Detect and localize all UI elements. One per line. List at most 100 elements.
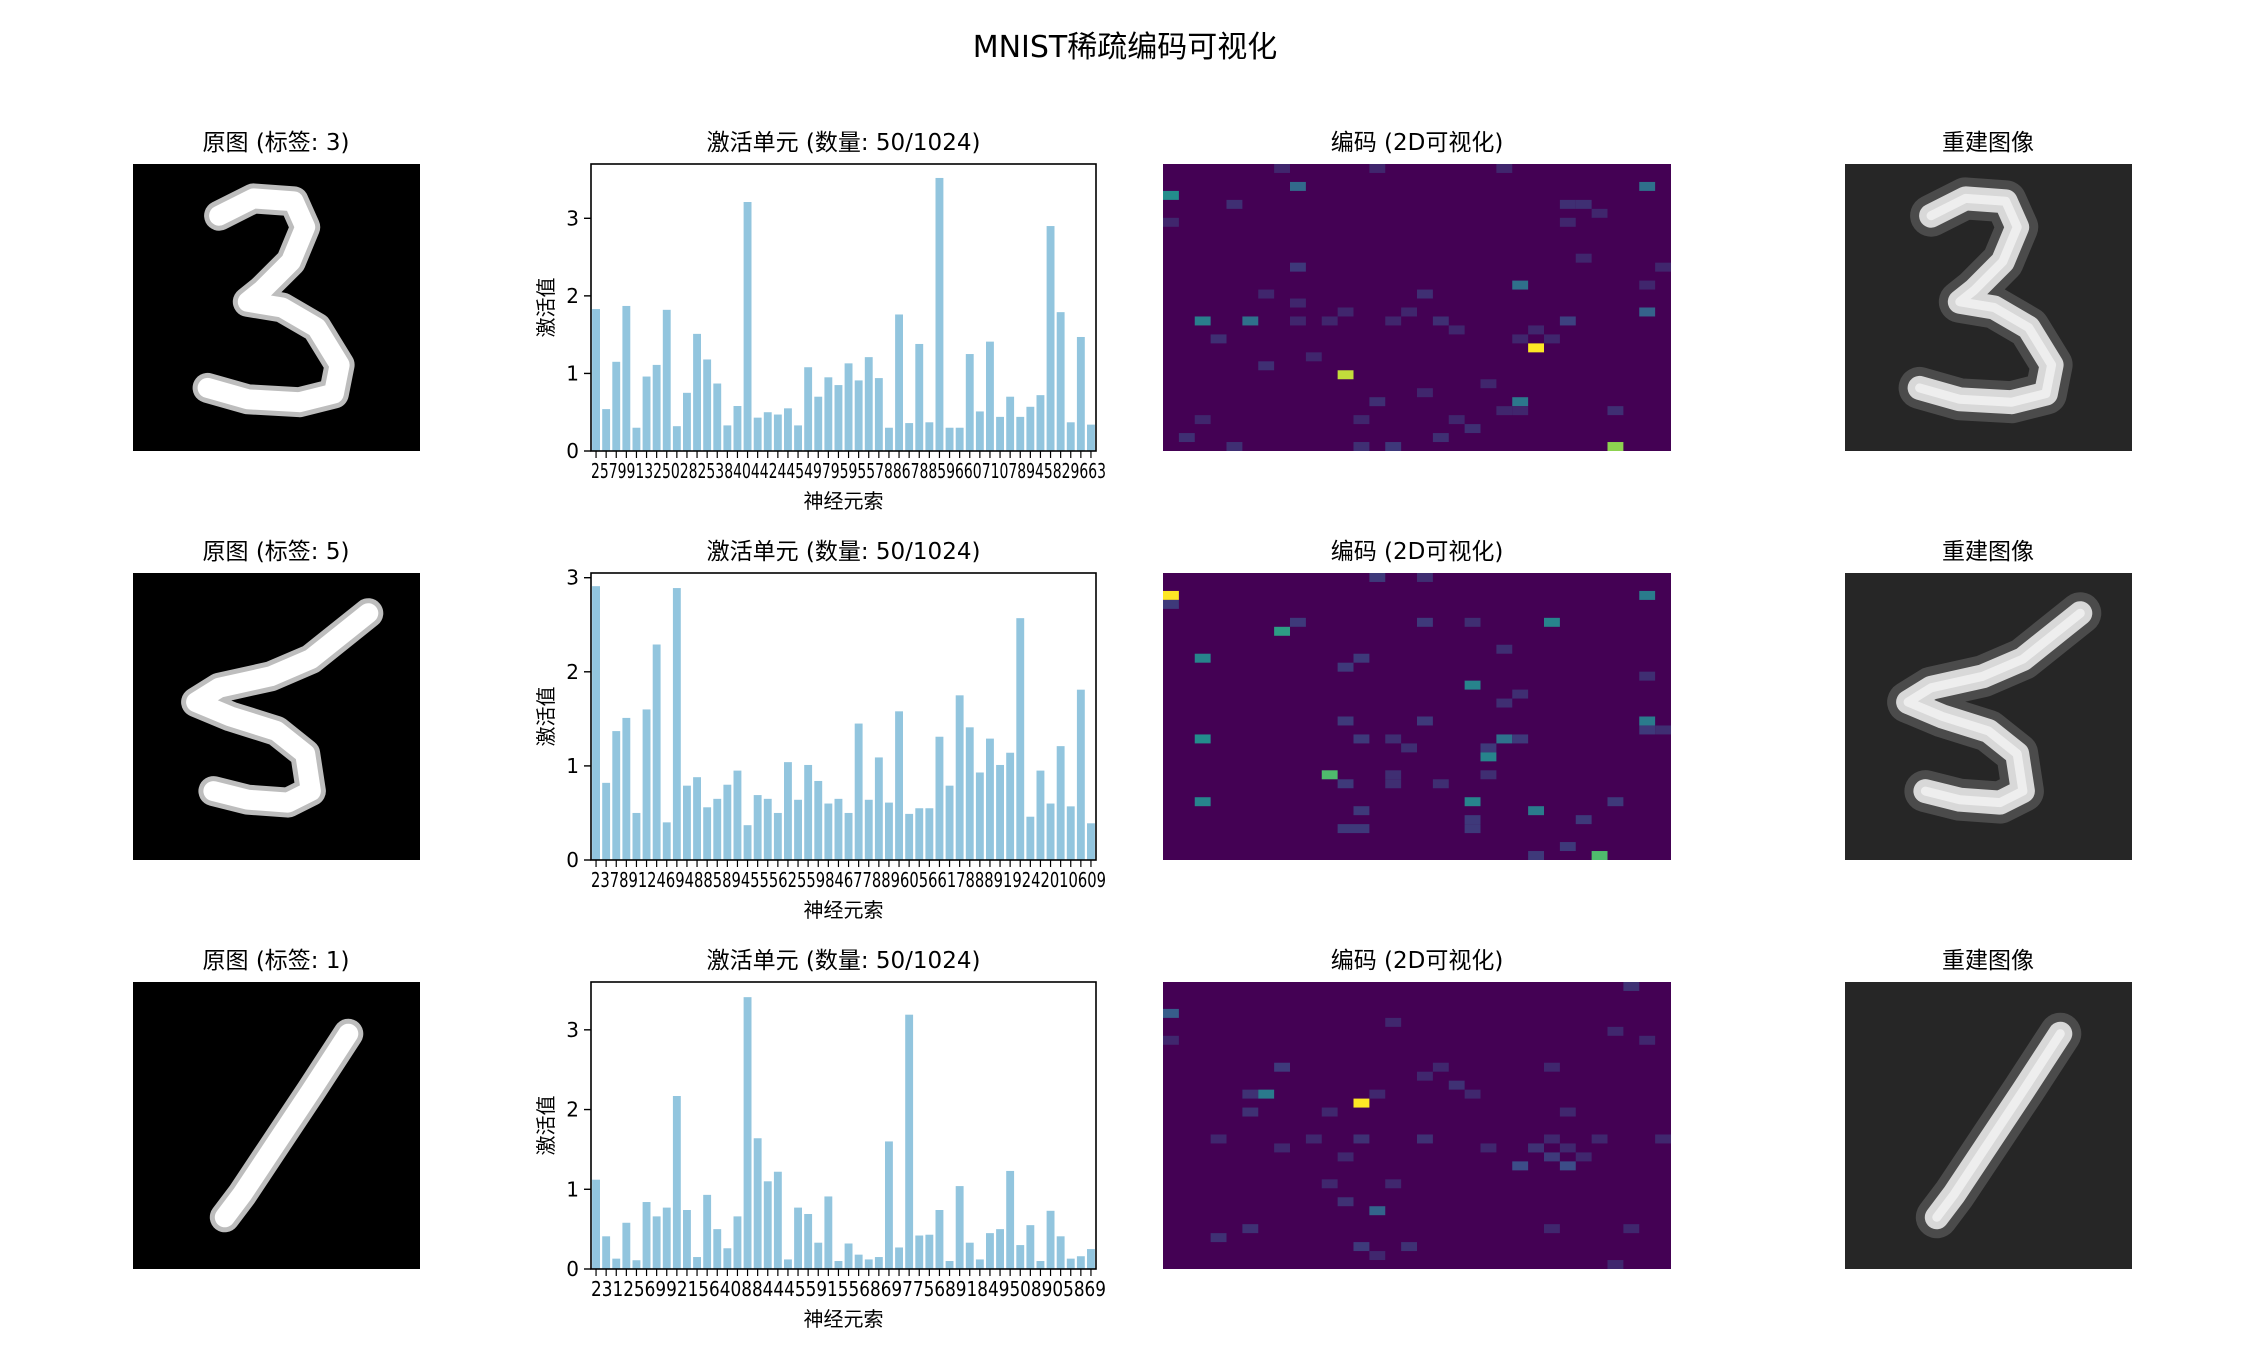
activation-bar bbox=[1056, 746, 1065, 860]
heatmap-cell bbox=[1337, 1197, 1354, 1207]
activation-bar bbox=[662, 1207, 671, 1269]
activation-bar bbox=[703, 359, 712, 451]
heatmap-cell bbox=[1163, 190, 1179, 200]
activation-bar bbox=[935, 736, 944, 860]
activation-bar bbox=[753, 1138, 762, 1269]
activation-bar bbox=[753, 417, 762, 451]
activation-bar bbox=[652, 1216, 661, 1269]
activation-bar bbox=[955, 1186, 964, 1269]
activation-bar bbox=[1076, 1256, 1085, 1269]
heatmap-cell bbox=[1226, 442, 1243, 451]
activation-bar bbox=[723, 784, 732, 860]
activation-bar bbox=[1006, 1170, 1015, 1269]
activation-bar bbox=[1087, 424, 1095, 451]
activation-bar bbox=[844, 812, 853, 860]
activation-bar bbox=[743, 997, 752, 1269]
heatmap-cell bbox=[1163, 217, 1179, 227]
activation-bar bbox=[723, 1248, 732, 1269]
activation-bar bbox=[1016, 416, 1025, 451]
heatmap-cell bbox=[1496, 734, 1513, 744]
activation-bar bbox=[885, 1141, 893, 1269]
activation-bar bbox=[824, 803, 833, 860]
heatmap-cell bbox=[1496, 164, 1513, 173]
heatmap-cell bbox=[1432, 1062, 1449, 1072]
heatmap-cell bbox=[1432, 433, 1449, 443]
y-tick-label: 2 bbox=[566, 284, 579, 308]
heatmap-cell bbox=[1464, 1089, 1481, 1099]
activation-bar bbox=[703, 1194, 712, 1269]
activation-bar bbox=[1036, 770, 1045, 860]
heatmap-title: 编码 (2D可视化) bbox=[1331, 539, 1504, 565]
heatmap-cell bbox=[1385, 779, 1402, 789]
activation-bar bbox=[925, 808, 934, 860]
activation-bar bbox=[834, 385, 843, 451]
activation-bar bbox=[622, 717, 631, 860]
activation-bar bbox=[814, 396, 823, 451]
heatmap-cell bbox=[1417, 1134, 1433, 1144]
heatmap-cell bbox=[1432, 779, 1449, 789]
heatmap-title: 编码 (2D可视化) bbox=[1331, 130, 1504, 156]
heatmap-cell bbox=[1575, 815, 1592, 825]
activation-bar bbox=[693, 777, 701, 860]
activation-bar bbox=[874, 1257, 883, 1269]
heatmap-cell bbox=[1321, 1179, 1338, 1189]
y-tick-label: 3 bbox=[566, 566, 579, 590]
activation-bar bbox=[784, 762, 792, 860]
heatmap-cell bbox=[1337, 824, 1354, 834]
activation-bar bbox=[935, 177, 944, 451]
activation-bar bbox=[1016, 1245, 1025, 1269]
x-tick-labels: 2579913250282538404424454979595578867885… bbox=[591, 459, 1106, 483]
heatmap-cell bbox=[1210, 1233, 1227, 1243]
activation-bar bbox=[672, 426, 681, 451]
activation-bar bbox=[753, 795, 762, 860]
activation-bar bbox=[965, 1242, 974, 1269]
activation-bar bbox=[804, 764, 813, 860]
heatmap-cell bbox=[1353, 442, 1370, 451]
activation-bar bbox=[1056, 312, 1065, 451]
activation-bar bbox=[905, 1014, 914, 1269]
bar-chart-frame bbox=[590, 572, 1097, 861]
x-tick-labels: 2378912469488589455562559846778896056617… bbox=[591, 868, 1106, 892]
activation-bar bbox=[763, 1181, 772, 1269]
activation-bar bbox=[1046, 226, 1055, 451]
heatmap-cell bbox=[1194, 734, 1211, 744]
heatmap-cell bbox=[1512, 734, 1529, 744]
activation-bar bbox=[945, 1261, 954, 1269]
heatmap-cell bbox=[1512, 334, 1529, 344]
heatmap-cell bbox=[1369, 164, 1386, 173]
activation-bar bbox=[986, 341, 994, 451]
heatmap-cell bbox=[1194, 797, 1211, 807]
activation-bar bbox=[935, 1210, 944, 1269]
activation-bar bbox=[1036, 395, 1045, 451]
heatmap-cell bbox=[1163, 1035, 1179, 1045]
heatmap-cell bbox=[1464, 815, 1481, 825]
heatmap-cell bbox=[1210, 1134, 1227, 1144]
heatmap-cell bbox=[1242, 316, 1259, 326]
bar-chart-frame bbox=[590, 163, 1097, 452]
reconstruction-title: 重建图像 bbox=[1942, 948, 2034, 974]
activation-bar bbox=[996, 1229, 1004, 1269]
activation-bar bbox=[794, 425, 802, 451]
heatmap-cell bbox=[1607, 1026, 1624, 1036]
heatmap-cell bbox=[1591, 1134, 1608, 1144]
activation-bar bbox=[1076, 689, 1085, 860]
activation-bar bbox=[975, 1259, 984, 1269]
x-axis-label: 神经元索 bbox=[804, 489, 884, 513]
heatmap-cell bbox=[1274, 1062, 1291, 1072]
heatmap-cell bbox=[1353, 824, 1370, 834]
heatmap-cell bbox=[1353, 1242, 1370, 1252]
heatmap-cell bbox=[1353, 415, 1370, 425]
activation-bar bbox=[854, 1254, 863, 1269]
activation-bar bbox=[763, 798, 772, 860]
original-image-title: 原图 (标签: 3) bbox=[203, 130, 350, 156]
activation-bar bbox=[632, 1260, 641, 1269]
activation-bar bbox=[945, 427, 954, 451]
y-tick-label: 2 bbox=[566, 1098, 579, 1122]
activation-bar bbox=[642, 709, 651, 860]
heatmap-cell bbox=[1432, 316, 1449, 326]
activation-bar bbox=[1087, 823, 1095, 860]
reconstruction-panel: 重建图像 bbox=[1845, 130, 2132, 451]
heatmap-cell bbox=[1353, 653, 1370, 663]
heatmap-cell bbox=[1623, 982, 1640, 991]
heatmap-cell bbox=[1369, 1089, 1386, 1099]
